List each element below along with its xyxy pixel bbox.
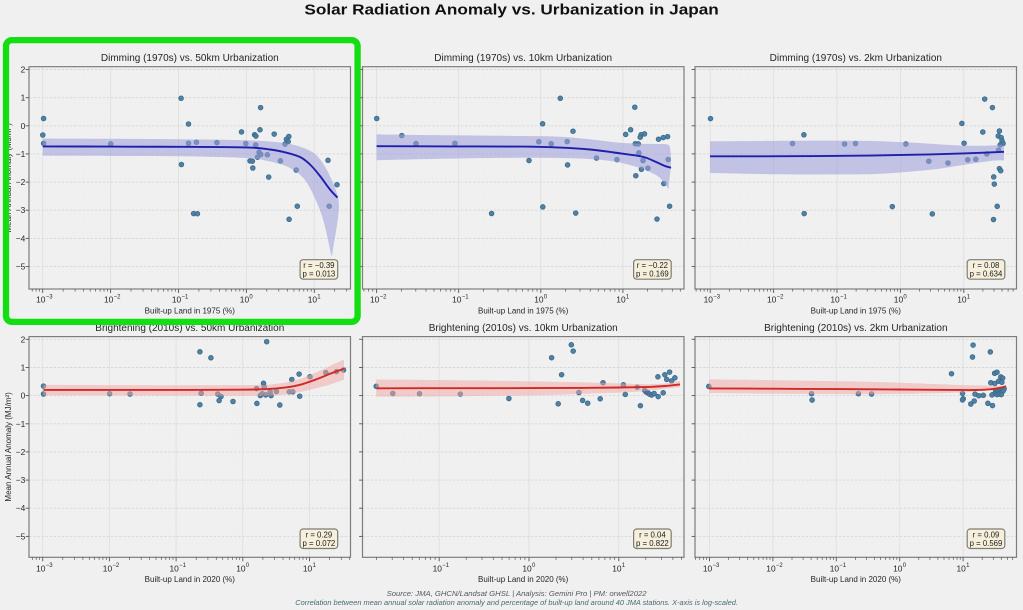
svg-text:−3: −3	[46, 294, 54, 300]
svg-text:−2: −2	[16, 177, 26, 187]
svg-text:r = 0.08: r = 0.08	[973, 261, 1000, 270]
svg-text:1: 1	[966, 563, 970, 569]
svg-text:Built-up Land in 1975 (%): Built-up Land in 1975 (%)	[478, 307, 569, 316]
svg-text:−1: −1	[182, 294, 190, 300]
svg-text:−3: −3	[16, 475, 26, 485]
svg-text:p = 0.013: p = 0.013	[303, 270, 336, 279]
svg-text:0: 0	[249, 294, 253, 300]
svg-text:Built-up Land in 1975 (%): Built-up Land in 1975 (%)	[811, 307, 902, 316]
svg-text:Built-up Land in 1975 (%): Built-up Land in 1975 (%)	[145, 307, 236, 316]
svg-text:Brightening (2010s) vs. 50km U: Brightening (2010s) vs. 50km Urbanizatio…	[95, 323, 284, 334]
svg-text:2: 2	[21, 334, 26, 344]
svg-text:r = 0.04: r = 0.04	[639, 530, 666, 539]
svg-text:−5: −5	[16, 262, 26, 272]
svg-text:10: 10	[172, 295, 182, 305]
svg-text:−1: −1	[462, 294, 470, 300]
svg-text:10: 10	[893, 563, 903, 573]
svg-text:10: 10	[612, 563, 622, 573]
svg-text:Dimming (1970s) vs. 2km Urbani: Dimming (1970s) vs. 2km Urbanization	[770, 53, 942, 64]
svg-text:Built-up Land in 2020 (%): Built-up Land in 2020 (%)	[145, 575, 236, 584]
svg-text:Mean Annual Anomaly (MJ/m²): Mean Annual Anomaly (MJ/m²)	[4, 392, 13, 502]
svg-text:p = 0.569: p = 0.569	[970, 539, 1003, 548]
svg-text:10: 10	[894, 295, 904, 305]
svg-text:10: 10	[170, 563, 180, 573]
svg-text:1: 1	[626, 294, 630, 300]
svg-text:0: 0	[544, 294, 548, 300]
svg-text:10: 10	[957, 295, 967, 305]
svg-text:Source: JMA, GHCN/Landsat GHSL: Source: JMA, GHCN/Landsat GHSL | Analysi…	[387, 589, 648, 598]
svg-text:p = 0.169: p = 0.169	[636, 270, 669, 279]
svg-text:Built-up Land in 2020 (%): Built-up Land in 2020 (%)	[811, 575, 902, 584]
svg-text:10: 10	[104, 295, 114, 305]
svg-text:Dimming (1970s) vs. 10km Urban: Dimming (1970s) vs. 10km Urbanization	[434, 53, 612, 64]
svg-text:10: 10	[303, 563, 313, 573]
svg-text:−1: −1	[16, 419, 26, 429]
svg-text:10: 10	[616, 295, 626, 305]
svg-text:−2: −2	[776, 563, 784, 569]
svg-text:−2: −2	[777, 294, 785, 300]
svg-text:−1: −1	[16, 149, 26, 159]
svg-text:p = 0.634: p = 0.634	[970, 270, 1003, 279]
svg-text:10: 10	[452, 295, 462, 305]
svg-text:10: 10	[370, 295, 380, 305]
svg-text:1: 1	[317, 294, 321, 300]
svg-text:−1: −1	[442, 563, 450, 569]
svg-text:−1: −1	[839, 563, 847, 569]
svg-text:10: 10	[766, 563, 776, 573]
svg-text:10: 10	[767, 295, 777, 305]
svg-text:10: 10	[703, 563, 713, 573]
svg-text:10: 10	[830, 295, 840, 305]
svg-text:1: 1	[967, 294, 971, 300]
svg-text:Dimming (1970s) vs. 50km Urban: Dimming (1970s) vs. 50km Urbanization	[101, 53, 279, 64]
svg-text:0: 0	[21, 391, 26, 401]
svg-text:r = 0.29: r = 0.29	[306, 530, 333, 539]
svg-text:1: 1	[622, 563, 626, 569]
svg-text:−5: −5	[16, 531, 26, 541]
svg-text:p = 0.822: p = 0.822	[636, 539, 669, 548]
svg-text:r = −0.22: r = −0.22	[637, 261, 668, 270]
svg-text:0: 0	[903, 294, 907, 300]
svg-text:0: 0	[21, 121, 26, 131]
svg-text:10: 10	[308, 295, 318, 305]
svg-text:10: 10	[103, 563, 113, 573]
svg-text:−2: −2	[112, 563, 120, 569]
svg-text:2: 2	[21, 65, 26, 75]
svg-text:−1: −1	[840, 294, 848, 300]
svg-text:0: 0	[532, 563, 536, 569]
svg-text:10: 10	[240, 295, 250, 305]
svg-text:−1: −1	[179, 563, 187, 569]
svg-text:10: 10	[36, 563, 46, 573]
svg-text:1: 1	[313, 563, 317, 569]
svg-text:−4: −4	[16, 233, 26, 243]
svg-text:r = −0.39: r = −0.39	[303, 261, 334, 270]
svg-text:10: 10	[534, 295, 544, 305]
svg-text:−2: −2	[114, 294, 122, 300]
svg-text:10: 10	[522, 563, 532, 573]
svg-text:0: 0	[246, 563, 250, 569]
svg-text:10: 10	[957, 563, 967, 573]
svg-text:−3: −3	[713, 563, 721, 569]
svg-text:−2: −2	[380, 294, 388, 300]
svg-text:r = 0.09: r = 0.09	[973, 530, 1000, 539]
svg-text:10: 10	[236, 563, 246, 573]
svg-text:Brightening (2010s) vs. 2km Ur: Brightening (2010s) vs. 2km Urbanization	[764, 323, 947, 334]
svg-text:Solar Radiation Anomaly vs. Ur: Solar Radiation Anomaly vs. Urbanization…	[304, 3, 718, 19]
svg-text:10: 10	[433, 563, 443, 573]
svg-text:−4: −4	[16, 503, 26, 513]
svg-text:p = 0.072: p = 0.072	[303, 539, 336, 548]
svg-text:10: 10	[704, 295, 714, 305]
svg-text:Correlation between mean annua: Correlation between mean annual solar ra…	[295, 598, 738, 607]
svg-text:Brightening (2010s) vs. 10km U: Brightening (2010s) vs. 10km Urbanizatio…	[429, 323, 618, 334]
svg-text:10: 10	[830, 563, 840, 573]
svg-text:0: 0	[903, 563, 907, 569]
svg-text:−3: −3	[713, 294, 721, 300]
svg-text:Built-up Land in 2020 (%): Built-up Land in 2020 (%)	[478, 575, 569, 584]
svg-text:1: 1	[21, 93, 26, 103]
svg-text:−3: −3	[46, 563, 54, 569]
svg-text:−3: −3	[16, 205, 26, 215]
svg-text:1: 1	[21, 363, 26, 373]
svg-text:10: 10	[36, 295, 46, 305]
svg-text:−2: −2	[16, 447, 26, 457]
